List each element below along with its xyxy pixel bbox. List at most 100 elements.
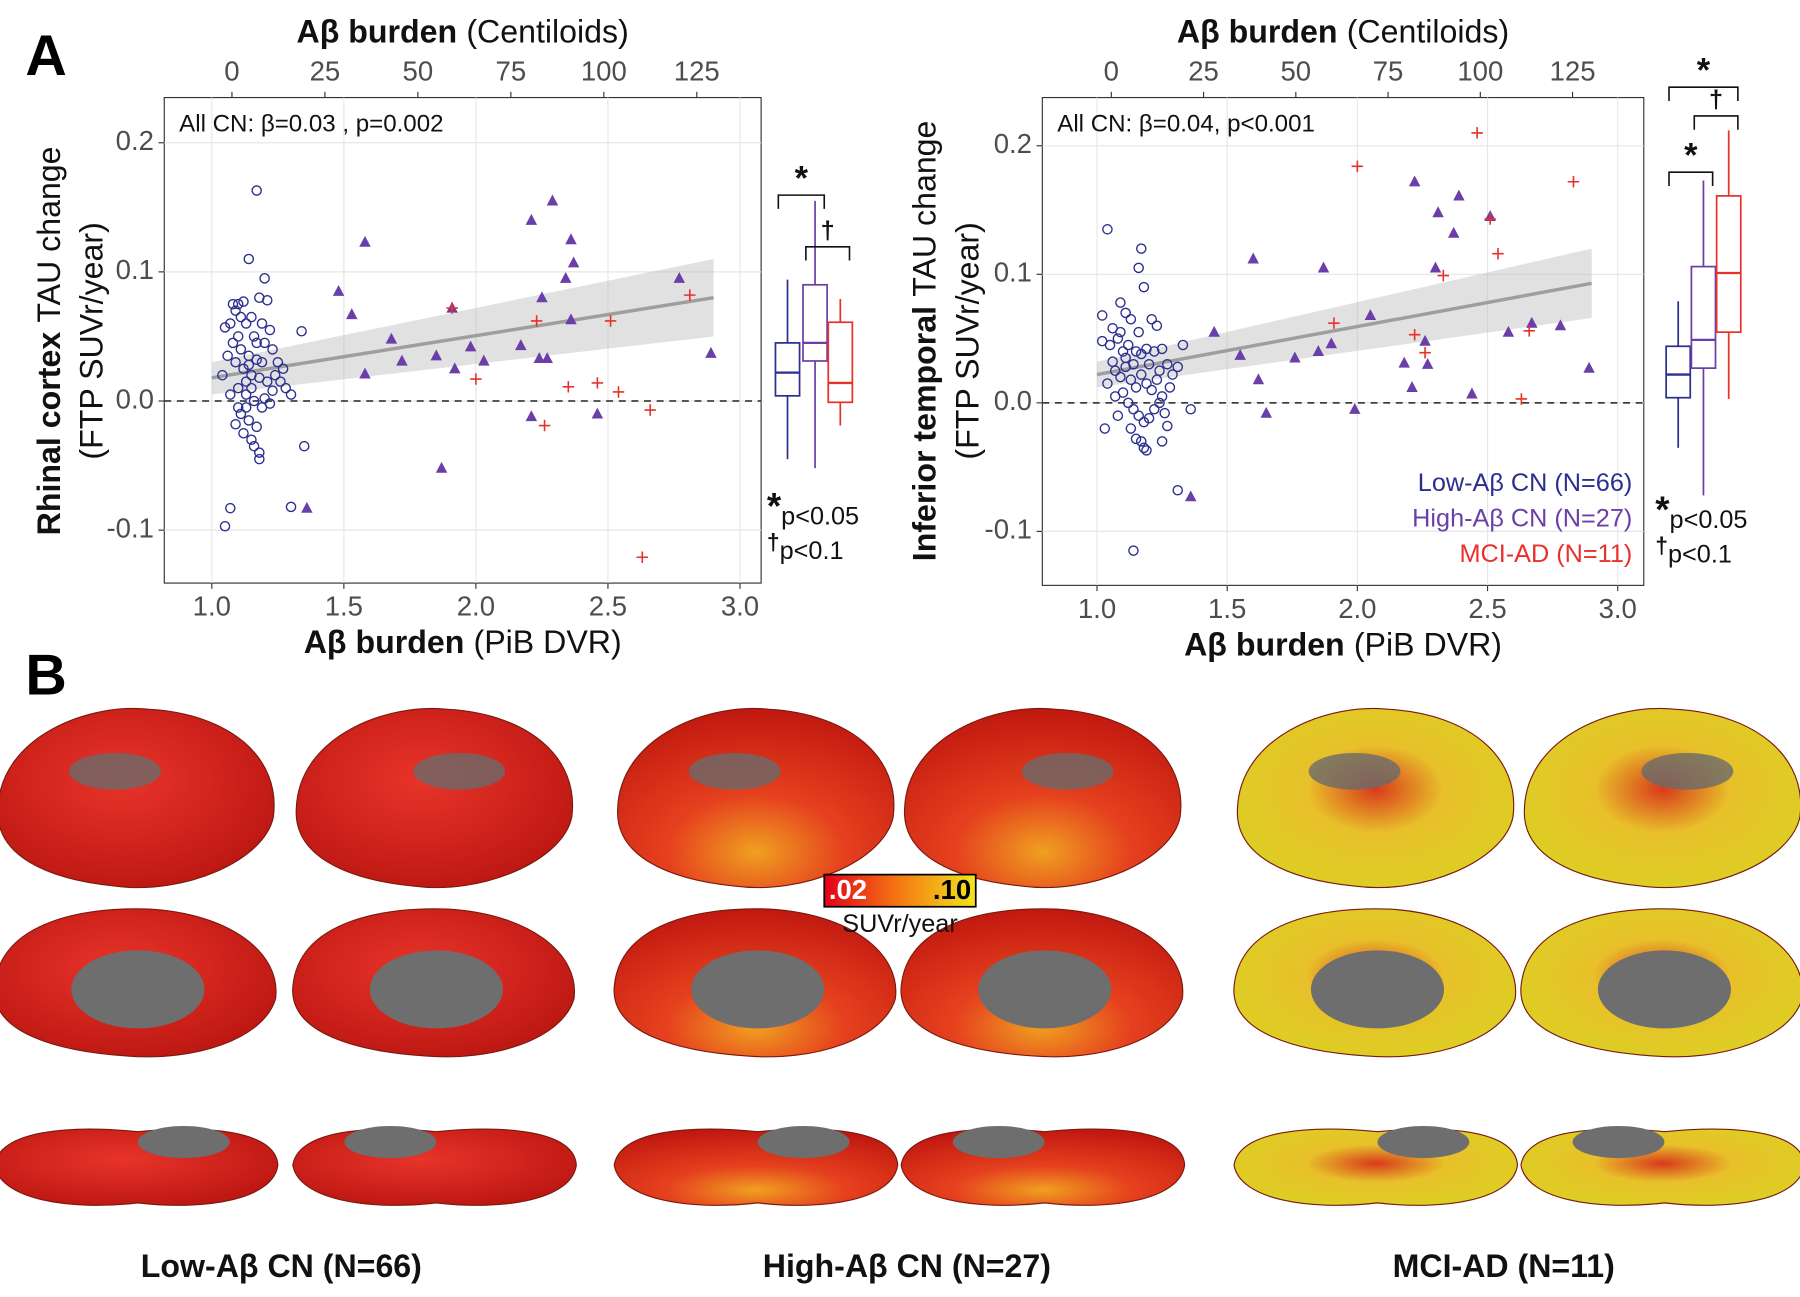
- point: [1122, 397, 1134, 409]
- point: [705, 346, 717, 358]
- point: [1133, 262, 1144, 274]
- point: [1122, 339, 1134, 351]
- point: [1429, 261, 1442, 273]
- point: [256, 318, 268, 329]
- point: [1149, 346, 1160, 357]
- point: [1135, 243, 1147, 254]
- x2-tick-label: 75: [1373, 56, 1404, 87]
- colorbar-title: SUVr/year: [842, 910, 958, 938]
- point: [525, 213, 538, 225]
- colorbar: [823, 873, 977, 908]
- point: [217, 369, 228, 381]
- point: [296, 326, 307, 337]
- y-axis-label-line2: (FTP SUVr/year): [74, 222, 110, 459]
- y-tick-label: 0.0: [116, 383, 154, 414]
- point: [1099, 423, 1111, 434]
- point: [261, 376, 273, 387]
- point: [256, 356, 268, 368]
- point: [225, 389, 236, 400]
- x2-tick-label: 0: [224, 56, 239, 87]
- point: [230, 305, 241, 316]
- point: [259, 273, 270, 284]
- gray-patch: [688, 752, 781, 790]
- point: [248, 395, 260, 407]
- point: [240, 389, 252, 400]
- point: [1125, 314, 1137, 325]
- point: [1112, 410, 1124, 421]
- point: [562, 381, 575, 393]
- point: [227, 337, 239, 349]
- point: [1349, 402, 1361, 414]
- point: [1247, 252, 1259, 264]
- box: [1715, 195, 1742, 334]
- point: [267, 344, 278, 355]
- point: [240, 402, 252, 413]
- point: [1115, 371, 1126, 383]
- gray-ventral: [1572, 1125, 1665, 1159]
- bracket: [1693, 115, 1739, 130]
- x2-tick-label: 100: [581, 56, 627, 87]
- point: [1117, 346, 1129, 357]
- x2-axis-label-bold: Aβ burden: [297, 14, 458, 50]
- x-tick-label: 2.0: [1338, 593, 1376, 624]
- x2-axis-label-normal: (Centiloids): [466, 14, 628, 50]
- point: [1102, 378, 1113, 389]
- point: [1143, 359, 1155, 370]
- group-label: Low-Aβ CN (N=66): [141, 1248, 422, 1284]
- brain-maps: [0, 707, 1800, 1206]
- footnote: †p<0.1: [1655, 533, 1732, 569]
- point: [684, 289, 696, 301]
- gray-medial: [691, 950, 825, 1029]
- bracket-label: †: [1709, 86, 1723, 114]
- gray-patch: [1308, 752, 1401, 790]
- point: [591, 407, 604, 419]
- brain-lateral: [0, 707, 275, 889]
- x-tick-label: 1.0: [193, 591, 231, 622]
- x-axis-label-bold: Aβ burden: [1184, 627, 1345, 663]
- point: [1408, 175, 1421, 187]
- point: [238, 428, 249, 439]
- point: [272, 356, 284, 368]
- footnote-text: p<0.1: [1668, 540, 1732, 568]
- point: [275, 376, 286, 387]
- point: [1159, 407, 1170, 419]
- point: [1172, 484, 1183, 496]
- gray-ventral: [137, 1125, 230, 1159]
- legend-entry: MCI-AD (N=11): [1459, 540, 1632, 568]
- panel-label: A: [25, 24, 66, 88]
- point: [285, 389, 297, 400]
- point: [1437, 269, 1450, 282]
- point: [1526, 316, 1538, 328]
- y-axis-label: Rhinal cortex TAU change (FTP SUVr/year): [31, 146, 109, 535]
- box: [774, 342, 801, 397]
- x-tick-label: 1.5: [325, 591, 363, 622]
- y-tick-label: -0.1: [106, 512, 153, 543]
- point: [1466, 387, 1478, 399]
- point: [240, 376, 252, 387]
- point: [298, 440, 310, 452]
- bracket-label: †: [821, 217, 835, 245]
- panel-label: B: [25, 644, 66, 708]
- point: [1398, 356, 1410, 368]
- gray-patch: [1641, 752, 1734, 790]
- gray-medial: [978, 950, 1112, 1029]
- point: [1164, 382, 1176, 393]
- x-axis-label: Aβ burden (PiB DVR): [1184, 627, 1502, 663]
- point: [1554, 319, 1567, 331]
- gray-medial: [1310, 950, 1445, 1029]
- point: [1172, 361, 1183, 373]
- bracket: [1668, 171, 1714, 186]
- point: [644, 404, 656, 416]
- footnote: *p<0.05: [767, 485, 859, 530]
- point: [259, 337, 270, 349]
- point: [243, 253, 255, 265]
- brain-lateral: [617, 707, 895, 889]
- point: [470, 373, 482, 385]
- annotation: All CN: β=0.04, p<0.001: [1057, 110, 1315, 137]
- point: [246, 434, 257, 446]
- point: [251, 354, 262, 365]
- point: [538, 419, 551, 432]
- x-tick-label: 3.0: [1599, 593, 1637, 624]
- point: [565, 313, 577, 325]
